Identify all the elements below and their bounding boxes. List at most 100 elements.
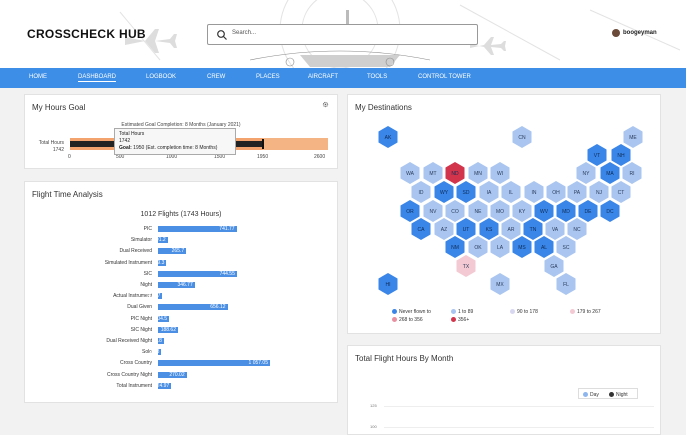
state-hex-shape[interactable] xyxy=(445,162,465,184)
state-hex-ks[interactable]: KS xyxy=(479,218,499,240)
state-hex-shape[interactable] xyxy=(523,218,543,240)
state-hex-pa[interactable]: PA xyxy=(567,181,587,203)
state-hex-wi[interactable]: WI xyxy=(490,162,510,184)
state-hex-id[interactable]: ID xyxy=(411,181,431,203)
state-hex-ak[interactable]: AK xyxy=(378,126,398,148)
state-hex-shape[interactable] xyxy=(622,162,642,184)
bar[interactable] xyxy=(158,349,162,356)
bar[interactable] xyxy=(158,226,237,232)
bar[interactable] xyxy=(158,259,167,266)
state-hex-shape[interactable] xyxy=(400,200,420,222)
state-hex-shape[interactable] xyxy=(468,200,488,222)
state-hex-hi[interactable]: HI xyxy=(378,273,398,295)
state-hex-shape[interactable] xyxy=(378,273,398,295)
state-hex-shape[interactable] xyxy=(567,181,587,203)
state-hex-shape[interactable] xyxy=(456,181,476,203)
nav-places[interactable]: PLACES xyxy=(256,74,280,80)
state-hex-shape[interactable] xyxy=(445,236,465,258)
state-hex-shape[interactable] xyxy=(589,181,609,203)
bar[interactable] xyxy=(158,237,168,244)
state-hex-la[interactable]: LA xyxy=(490,236,510,258)
state-hex-tn[interactable]: TN xyxy=(523,218,543,240)
state-hex-ky[interactable]: KY xyxy=(512,200,532,222)
nav-home[interactable]: HOME xyxy=(29,74,47,80)
state-hex-shape[interactable] xyxy=(490,273,510,295)
state-hex-in[interactable]: IN xyxy=(524,181,544,203)
state-hex-shape[interactable] xyxy=(567,218,587,240)
state-hex-shape[interactable] xyxy=(479,218,499,240)
state-hex-ut[interactable]: UT xyxy=(456,218,476,240)
state-hex-ga[interactable]: GA xyxy=(544,255,564,277)
state-hex-nc[interactable]: NC xyxy=(567,218,587,240)
state-hex-shape[interactable] xyxy=(534,236,554,258)
destinations-legend-item[interactable]: 90 to 178 xyxy=(510,309,538,315)
state-hex-shape[interactable] xyxy=(501,181,521,203)
nav-tools[interactable]: TOOLS xyxy=(367,74,388,80)
bar[interactable] xyxy=(158,315,170,322)
state-hex-mo[interactable]: MO xyxy=(490,200,510,222)
state-hex-az[interactable]: AZ xyxy=(434,218,454,240)
state-hex-wv[interactable]: WV xyxy=(534,200,554,222)
state-hex-shape[interactable] xyxy=(490,200,510,222)
state-hex-nd[interactable]: ND xyxy=(445,162,465,184)
state-hex-ok[interactable]: OK xyxy=(468,236,488,258)
state-hex-shape[interactable] xyxy=(411,218,431,240)
nav-dashboard[interactable]: DASHBOARD xyxy=(78,74,117,82)
state-hex-shape[interactable] xyxy=(578,200,598,222)
state-hex-shape[interactable] xyxy=(623,126,643,148)
legend-night[interactable]: Night xyxy=(609,392,628,398)
bar[interactable] xyxy=(158,304,228,311)
state-hex-ny[interactable]: NY xyxy=(576,162,596,184)
state-hex-shape[interactable] xyxy=(456,255,476,277)
state-hex-ca[interactable]: CA xyxy=(411,218,431,240)
avatar[interactable] xyxy=(612,29,620,37)
state-hex-wa[interactable]: WA xyxy=(400,162,420,184)
state-hex-shape[interactable] xyxy=(545,218,565,240)
state-hex-shape[interactable] xyxy=(378,126,398,148)
state-hex-nj[interactable]: NJ xyxy=(589,181,609,203)
destinations-legend-item[interactable]: Never flown to xyxy=(392,309,431,315)
state-hex-mn[interactable]: MN xyxy=(468,162,488,184)
state-hex-shape[interactable] xyxy=(512,126,532,148)
state-hex-me[interactable]: ME xyxy=(623,126,643,148)
state-hex-or[interactable]: OR xyxy=(400,200,420,222)
state-hex-shape[interactable] xyxy=(456,218,476,240)
state-hex-shape[interactable] xyxy=(445,200,465,222)
search-input[interactable]: Search... xyxy=(232,30,257,36)
state-hex-shape[interactable] xyxy=(600,200,620,222)
state-hex-oh[interactable]: OH xyxy=(546,181,566,203)
state-hex-vt[interactable]: VT xyxy=(587,144,607,166)
state-hex-mx[interactable]: MX xyxy=(490,273,510,295)
state-hex-fl[interactable]: FL xyxy=(556,273,576,295)
state-hex-shape[interactable] xyxy=(546,181,566,203)
state-hex-shape[interactable] xyxy=(434,218,454,240)
state-hex-shape[interactable] xyxy=(611,144,631,166)
state-hex-shape[interactable] xyxy=(512,200,532,222)
state-hex-shape[interactable] xyxy=(600,162,620,184)
search-box[interactable]: Search... xyxy=(207,24,478,45)
bar[interactable] xyxy=(158,326,178,333)
bar[interactable] xyxy=(158,293,163,300)
nav-aircraft[interactable]: AIRCRAFT xyxy=(308,74,338,80)
app-logo[interactable]: CROSSCHECK HUB xyxy=(27,27,146,41)
nav-logbook[interactable]: LOGBOOK xyxy=(146,74,177,80)
state-hex-co[interactable]: CO xyxy=(445,200,465,222)
bar[interactable] xyxy=(158,338,164,344)
nav-crew[interactable]: CREW xyxy=(207,74,226,80)
state-hex-ma[interactable]: MA xyxy=(600,162,620,184)
state-hex-shape[interactable] xyxy=(411,181,431,203)
state-hex-shape[interactable] xyxy=(611,181,631,203)
state-hex-mt[interactable]: MT xyxy=(423,162,443,184)
state-hex-va[interactable]: VA xyxy=(545,218,565,240)
state-hex-ms[interactable]: MS xyxy=(512,236,532,258)
state-hex-nm[interactable]: NM xyxy=(445,236,465,258)
destinations-legend-item[interactable]: 179 to 267 xyxy=(570,309,601,315)
state-hex-shape[interactable] xyxy=(423,200,443,222)
state-hex-dc[interactable]: DC xyxy=(600,200,620,222)
destinations-legend-item[interactable]: 1 to 89 xyxy=(451,309,473,315)
state-hex-nh[interactable]: NH xyxy=(611,144,631,166)
state-hex-nv[interactable]: NV xyxy=(423,200,443,222)
bar[interactable] xyxy=(158,371,187,378)
state-hex-shape[interactable] xyxy=(490,236,510,258)
state-hex-shape[interactable] xyxy=(556,273,576,295)
